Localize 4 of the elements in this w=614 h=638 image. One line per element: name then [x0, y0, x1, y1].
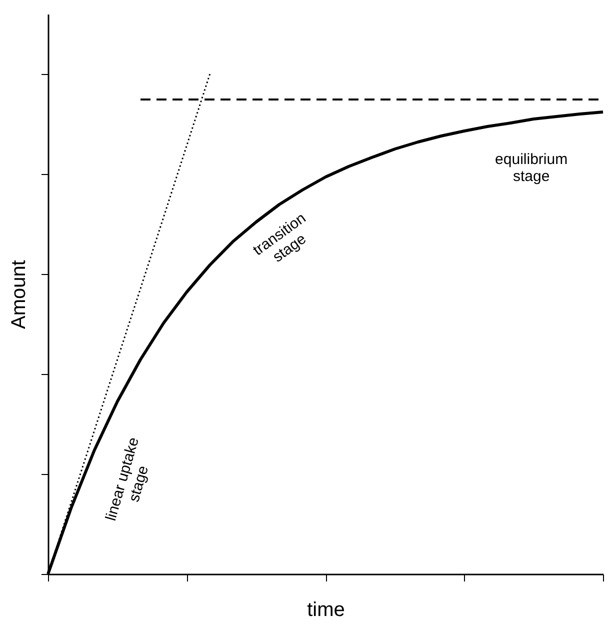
annotation: equilibrium stage	[495, 151, 568, 185]
annotation: linear uptake stage	[102, 436, 152, 523]
y-axis-title: Amount	[8, 260, 30, 329]
x-axis-title: time	[307, 599, 345, 621]
